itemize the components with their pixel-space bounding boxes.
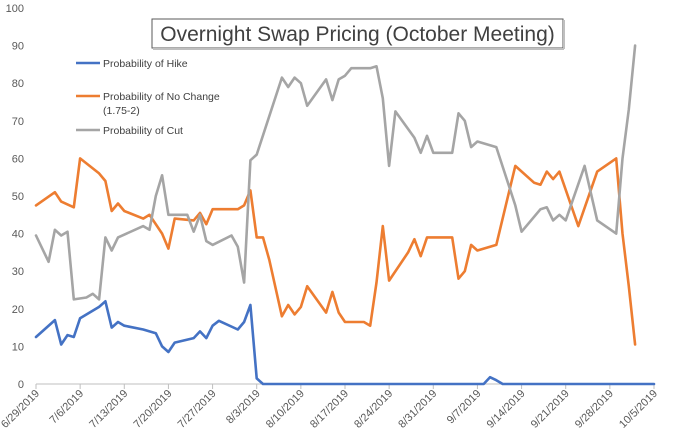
y-tick-label: 0: [18, 379, 24, 391]
x-tick-label: 9/7/2019: [445, 388, 484, 427]
x-tick-label: 9/28/2019: [573, 388, 616, 431]
series-line-probability-of-cut: [34, 44, 637, 301]
x-tick-label: 8/31/2019: [396, 388, 439, 431]
y-tick-label: 10: [12, 341, 24, 353]
legend-label: Probability of Hike: [103, 58, 188, 70]
x-tick-label: 10/5/2019: [617, 388, 660, 431]
y-tick-label: 100: [6, 3, 24, 15]
x-tick-label: 7/6/2019: [47, 388, 86, 427]
x-tick-label: 9/21/2019: [529, 388, 572, 431]
legend-label-line: (1.75-2): [103, 105, 140, 117]
x-tick-label: 7/13/2019: [87, 388, 130, 431]
x-tick-label: 6/29/2019: [0, 388, 42, 431]
x-tick-label: 7/27/2019: [176, 388, 219, 431]
x-tick-label: 8/10/2019: [264, 388, 307, 431]
x-tick-label: 7/20/2019: [131, 388, 174, 431]
y-tick-label: 50: [12, 191, 24, 203]
y-tick-label: 80: [12, 78, 24, 90]
legend-label: Probability of No Change (1.75-2): [103, 91, 220, 117]
x-tick-label: 8/24/2019: [352, 388, 395, 431]
y-tick-label: 90: [12, 41, 24, 53]
y-tick-label: 70: [12, 116, 24, 128]
y-tick-label: 30: [12, 266, 24, 278]
x-tick-label: 9/14/2019: [485, 388, 528, 431]
series-line-probability-of-no-change-1-75-2: [34, 157, 637, 346]
x-tick-label: 8/17/2019: [308, 388, 351, 431]
series-lines: [34, 44, 656, 386]
x-tick-label: 8/3/2019: [224, 388, 263, 427]
y-tick-label: 60: [12, 153, 24, 165]
series-line-probability-of-hike: [34, 299, 656, 386]
legend-label-line: Probability of No Change: [103, 91, 220, 103]
legend-label: Probability of Cut: [103, 125, 183, 137]
chart-title-box: Overnight Swap Pricing (October Meeting): [151, 18, 565, 50]
y-tick-label: 40: [12, 229, 24, 241]
chart-title: Overnight Swap Pricing (October Meeting): [160, 23, 555, 46]
legend: Probability of Hike Probability of No Cha…: [76, 58, 220, 137]
y-tick-label: 20: [12, 304, 24, 316]
